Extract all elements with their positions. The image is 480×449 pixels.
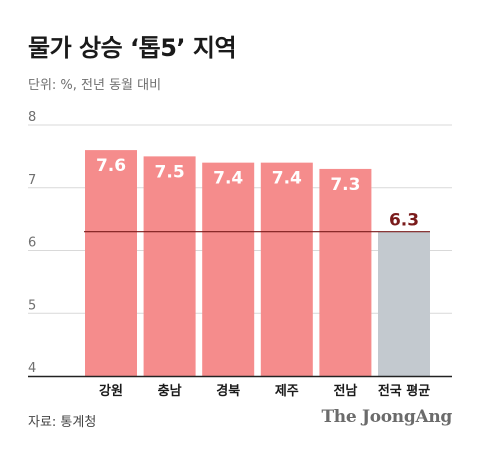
y-tick-label: 4 <box>28 361 36 376</box>
x-tick-label: 제주 <box>275 384 299 399</box>
data-label: 7.4 <box>213 169 243 189</box>
y-tick-label: 7 <box>28 173 36 188</box>
y-tick-label: 8 <box>28 110 36 125</box>
x-tick-label: 강원 <box>99 383 123 399</box>
y-tick-label: 5 <box>28 298 36 313</box>
source-note: 자료: 통계청 <box>28 415 97 430</box>
y-tick-label: 6 <box>28 236 36 251</box>
bar <box>319 168 372 376</box>
data-label: 6.3 <box>389 211 419 231</box>
bar <box>202 162 255 376</box>
chart-subtitle: 단위: %, 전년 동월 대비 <box>28 78 162 93</box>
data-label: 7.3 <box>330 175 360 195</box>
data-label: 7.6 <box>96 156 126 176</box>
chart-title: 물가 상승 ‘톱5’ 지역 <box>28 34 237 62</box>
data-label: 7.5 <box>155 162 185 182</box>
bar <box>85 150 137 376</box>
brand-logo: The JoongAng <box>321 407 452 427</box>
data-label: 7.4 <box>272 169 302 189</box>
bar <box>378 231 430 376</box>
bar <box>260 162 313 376</box>
x-tick-label: 경북 <box>216 383 240 399</box>
x-tick-label: 전국 평균 <box>378 383 430 399</box>
x-tick-label: 전남 <box>333 383 357 399</box>
x-tick-label: 충남 <box>158 383 182 399</box>
bar <box>143 156 196 376</box>
